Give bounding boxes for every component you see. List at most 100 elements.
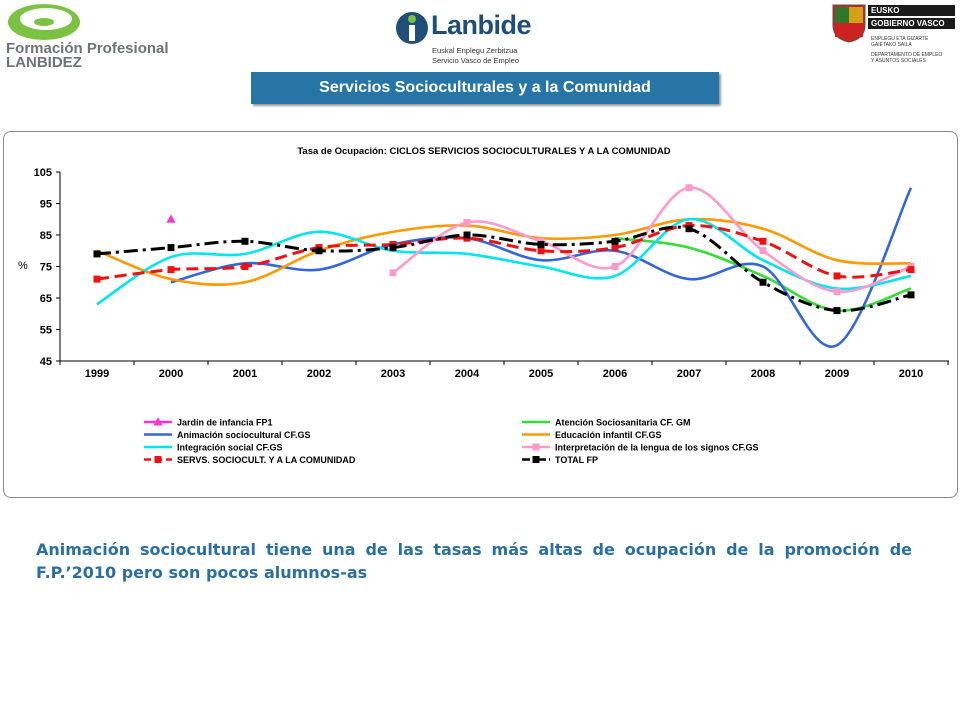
x-tick-label: 1999 <box>85 368 109 380</box>
gobierno-vasco-logo: EUSKO JAURLARITZA GOBIERNO VASCO ENPLEGU… <box>830 2 960 72</box>
legend-label: Animación sociocultural CF.GS <box>177 430 311 440</box>
logo-left-line1: Formación Profesional <box>6 40 169 57</box>
series-line-total-fp <box>96 225 912 313</box>
data-point <box>759 247 767 255</box>
y-tick-label: 45 <box>40 356 52 368</box>
legend-label: Educación infantil CF.GS <box>555 430 662 440</box>
chart-frame: Tasa de Ocupación: CICLOS SERVICIOS SOCI… <box>3 131 958 498</box>
legend-marker <box>532 456 540 463</box>
chart-caption: Animación sociocultural tiene una de las… <box>36 540 912 582</box>
data-point <box>241 237 249 245</box>
y-tick-label: 75 <box>40 262 52 274</box>
data-point <box>463 231 471 239</box>
data-point <box>315 247 323 255</box>
x-tick-label: 2004 <box>455 368 480 380</box>
legend-label: TOTAL FP <box>555 455 598 465</box>
series-line-animacion-sociocultural-cf-gs <box>170 187 913 348</box>
gv-dept1b: GAIETAKO SAILA <box>871 42 912 48</box>
gv-dept2a: DEPARTAMENTO DE EMPLEO <box>871 52 943 58</box>
legend-marker <box>153 417 163 426</box>
gv-line2: GOBIERNO VASCO <box>868 18 955 29</box>
x-tick-label: 2007 <box>677 368 701 380</box>
series-line-interpretacion-de-la-lengua-de-los-signos-cf-gs <box>392 186 912 294</box>
legend-entry: Animación sociocultural CF.GS <box>144 430 311 440</box>
data-point <box>907 266 915 274</box>
data-point <box>389 244 397 252</box>
series-educacion-infantil-cf-gs <box>96 217 912 286</box>
series-line-servs-sociocult-y-a-la-comunidad <box>96 224 912 281</box>
x-tick-label: 2006 <box>603 368 627 380</box>
legend-entry: Jardín de infancia FP1 <box>144 417 273 428</box>
data-point <box>907 291 915 299</box>
data-point <box>611 244 619 252</box>
data-point <box>833 307 841 315</box>
section-title-banner: Servicios Socioculturales y a la Comunid… <box>251 72 719 104</box>
legend-entry: Integración social CF.GS <box>144 443 283 453</box>
lanbide-emblem-icon <box>396 12 428 44</box>
data-point <box>833 272 841 280</box>
lanbide-logo: Lanbide Euskal Enplegu Zerbitzua Servici… <box>395 6 555 66</box>
x-tick-label: 2001 <box>233 368 257 380</box>
data-point <box>389 269 397 277</box>
data-point <box>685 225 693 233</box>
data-point <box>537 247 545 255</box>
data-point <box>167 266 175 274</box>
y-tick-label: 55 <box>40 325 52 337</box>
series-line-integracion-social-cf-gs <box>96 217 912 306</box>
y-tick-label: 95 <box>40 199 52 211</box>
legend-entry: Interpretación de la lengua de los signo… <box>522 443 759 453</box>
legend-entry: SERVS. SOCIOCULT. Y A LA COMUNIDAD <box>144 455 356 465</box>
data-point <box>685 184 693 192</box>
logo-left-line2: LANBIDEZ <box>6 54 82 71</box>
series-animacion-sociocultural-cf-gs <box>170 187 913 348</box>
x-tick-label: 2000 <box>159 368 183 380</box>
legend-marker <box>532 443 540 451</box>
data-point <box>611 237 619 245</box>
occupancy-line-chart: Tasa de Ocupación: CICLOS SERVICIOS SOCI… <box>18 146 949 465</box>
data-point <box>463 218 471 226</box>
legend-entry: TOTAL FP <box>522 455 598 465</box>
series-line-educacion-infantil-cf-gs <box>96 217 912 286</box>
data-point <box>93 275 101 283</box>
lanbide-sub2: Servicio Vasco de Empleo <box>432 56 519 65</box>
lanbide-name: Lanbide <box>431 10 532 40</box>
legend-label: Interpretación de la lengua de los signo… <box>555 443 759 453</box>
data-point <box>537 240 545 248</box>
data-point <box>833 288 841 296</box>
series-jardin-de-infancia-fp1 <box>166 214 176 223</box>
y-tick-label: 65 <box>40 293 52 305</box>
leaf-logo-icon <box>8 4 80 40</box>
series-total-fp <box>93 225 915 315</box>
legend-label: Atención Sociosanitaria CF. GM <box>555 418 691 428</box>
data-point <box>759 278 767 286</box>
data-point <box>167 244 175 252</box>
legend-label: Integración social CF.GS <box>177 443 283 453</box>
chart-title: Tasa de Ocupación: CICLOS SERVICIOS SOCI… <box>297 146 670 157</box>
gv-dept2b: Y ASUNTOS SOCIALES <box>871 58 926 64</box>
formacion-profesional-logo: Formación Profesional LANBIDEZ <box>4 2 184 72</box>
legend-entry: Atención Sociosanitaria CF. GM <box>522 418 691 428</box>
legend-entry: Educación infantil CF.GS <box>522 430 662 440</box>
y-tick-label: 85 <box>40 230 52 242</box>
data-point <box>93 250 101 258</box>
x-tick-label: 2002 <box>307 368 331 380</box>
legend-label: Jardín de infancia FP1 <box>177 418 273 428</box>
coat-of-arms-icon <box>832 4 866 43</box>
legend-marker <box>154 456 162 463</box>
y-tick-label: 105 <box>34 167 52 179</box>
gv-dept1a: ENPLEGU ETA GIZARTE <box>871 36 929 42</box>
x-tick-label: 2005 <box>529 368 553 380</box>
legend-label: SERVS. SOCIOCULT. Y A LA COMUNIDAD <box>177 455 356 465</box>
data-point <box>241 263 249 270</box>
y-axis-label: % <box>18 260 28 272</box>
gv-line1: EUSKO JAURLARITZA <box>868 5 955 26</box>
data-point <box>166 214 176 223</box>
data-point <box>759 237 767 245</box>
x-tick-label: 2010 <box>899 368 923 380</box>
x-tick-label: 2003 <box>381 368 405 380</box>
lanbide-sub1: Euskal Enplegu Zerbitzua <box>432 46 518 55</box>
series-integracion-social-cf-gs <box>96 217 912 306</box>
x-tick-label: 2009 <box>825 368 849 380</box>
data-point <box>611 263 619 270</box>
x-tick-label: 2008 <box>751 368 775 380</box>
